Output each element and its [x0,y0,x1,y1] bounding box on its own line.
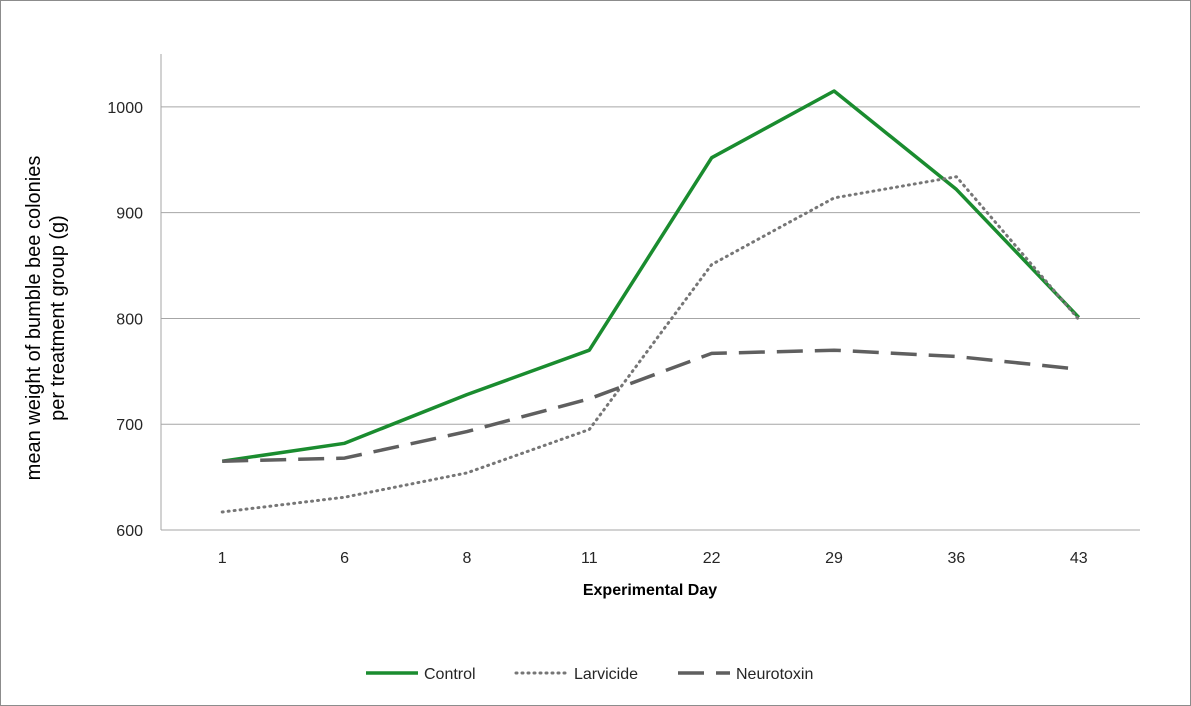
y-axis-title: mean weight of bumble bee colonies per t… [23,156,69,481]
y-tick-label: 1000 [107,100,143,117]
y-axis-title-line-1: mean weight of bumble bee colonies [23,156,45,481]
gridlines [161,106,1140,425]
x-tick-label: 6 [340,550,349,567]
x-tick-label: 11 [581,550,598,567]
x-axis-title: Experimental Day [583,582,717,599]
x-tick-label: 8 [462,550,471,567]
y-tick-label: 800 [116,311,143,328]
legend-label-control: Control [424,666,476,683]
series-line-larvicide [220,175,1081,514]
series-lines [220,89,1081,514]
y-tick-label: 700 [116,417,143,434]
y-tick-label: 600 [116,523,143,540]
x-tick-label: 1 [218,550,227,567]
legend-label-larvicide: Larvicide [574,666,638,683]
x-tick-label: 43 [1070,550,1088,567]
axes: 600 700 800 900 1000 1 6 8 11 22 29 36 43 [107,54,1140,567]
x-tick-label: 36 [948,550,966,567]
series-line-neurotoxin [222,348,1079,463]
legend: Control Larvicide Neurotoxin [366,666,813,683]
x-tick-label: 29 [825,550,843,567]
legend-label-neurotoxin: Neurotoxin [736,666,813,683]
x-tick-label: 22 [703,550,721,567]
y-axis-title-line-2: per treatment group (g) [47,215,69,421]
series-line-control [221,89,1081,463]
y-tick-label: 900 [116,206,143,223]
